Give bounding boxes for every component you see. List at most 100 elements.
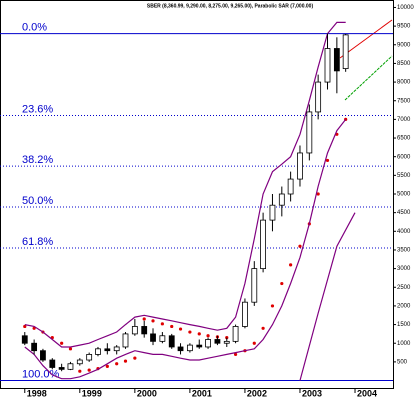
candle-body <box>242 301 248 327</box>
candle-body <box>315 81 322 113</box>
sar-dot <box>68 347 73 351</box>
y-tick-label: 1000 <box>397 341 411 347</box>
sar-dot <box>60 341 64 345</box>
x-tick-label: 2003 <box>302 388 322 398</box>
sar-dot <box>78 369 82 373</box>
candle-body <box>297 152 303 180</box>
x-tick-label: 1998 <box>27 388 47 398</box>
y-tick-label: 2500 <box>397 285 411 291</box>
sar-dot <box>325 158 330 163</box>
trend-line <box>339 19 393 59</box>
y-tick-label: 4000 <box>397 229 411 235</box>
y-tick-label: 6500 <box>397 136 411 142</box>
sar-dot <box>105 364 109 368</box>
band-line <box>24 21 346 348</box>
y-tick-label: 7000 <box>397 117 411 123</box>
sar-dot <box>178 327 183 331</box>
candle-body <box>278 193 285 206</box>
candle-body <box>104 348 111 352</box>
sar-dot <box>170 324 174 329</box>
candle-body <box>287 178 294 195</box>
y-tick-label: 5000 <box>397 192 411 198</box>
sar-dot <box>270 304 275 308</box>
candle-body <box>232 326 239 342</box>
band-line <box>24 119 347 380</box>
candle-body <box>333 48 340 72</box>
chart-title: SBER (8,360.99, 9,290.00, 8,275.00, 9,26… <box>147 3 314 9</box>
y-tick-label: 5500 <box>397 173 411 179</box>
band-line <box>299 212 356 381</box>
sar-dot <box>23 324 27 329</box>
y-tick-label: 2000 <box>397 304 411 310</box>
y-tick-label: 6000 <box>397 154 411 160</box>
candle-body <box>86 354 93 361</box>
y-tick-label: 500 <box>397 359 408 365</box>
candle-body <box>95 348 101 355</box>
x-tick-label: 2000 <box>137 388 157 398</box>
candle-body <box>113 346 120 352</box>
candle-body <box>76 359 83 365</box>
fib-label: 0.0% <box>22 21 47 33</box>
x-tick-label: 2004 <box>357 388 377 398</box>
candle-body <box>260 219 267 270</box>
sar-dot <box>261 326 265 330</box>
x-tick-label: 2001 <box>192 388 212 398</box>
candle-body <box>196 344 203 348</box>
fib-label: 23.6% <box>22 103 53 115</box>
candle-body <box>150 333 156 342</box>
y-tick-label: 7500 <box>397 98 411 104</box>
sar-dot <box>252 341 256 345</box>
fib-label: 38.2% <box>22 154 53 166</box>
sar-dot <box>298 244 302 248</box>
sar-dot <box>151 319 155 323</box>
candle-body <box>306 111 313 154</box>
y-tick-label: 3000 <box>397 266 411 272</box>
sar-dot <box>289 263 293 267</box>
candle-body <box>58 367 65 370</box>
candle-body <box>177 346 184 352</box>
x-tick-label: 1999 <box>82 388 102 398</box>
fib-label: 50.0% <box>22 195 53 207</box>
y-tick-label: 8500 <box>397 61 411 67</box>
candle-body <box>67 363 74 370</box>
sar-dot <box>316 192 320 196</box>
sar-dot <box>115 362 119 366</box>
candle-body <box>186 344 193 352</box>
y-tick-label: 10000 <box>397 5 414 11</box>
sar-dot <box>206 334 210 338</box>
sar-dot <box>280 281 284 286</box>
candle-body <box>40 350 46 361</box>
fib-label: 61.8% <box>22 236 53 248</box>
candle-body <box>141 326 148 335</box>
sar-dot <box>133 356 137 360</box>
trend-line <box>344 55 393 101</box>
candle-body <box>205 339 211 348</box>
y-tick-label: 1500 <box>397 322 411 328</box>
sar-dot <box>197 332 201 336</box>
sar-dot <box>142 317 146 321</box>
sar-dot <box>123 359 128 363</box>
y-tick-label: 4500 <box>397 210 411 216</box>
y-tick-label: 3500 <box>397 248 411 254</box>
candle-body <box>49 359 56 368</box>
y-tick-label: 9000 <box>397 42 411 48</box>
sar-dot <box>188 330 192 334</box>
sar-dot <box>87 368 91 372</box>
candle-body <box>122 333 129 348</box>
candle-body <box>21 335 28 344</box>
candle-body <box>159 335 166 342</box>
candle-body <box>342 34 349 70</box>
candle-body <box>31 342 38 352</box>
candle-body <box>214 339 221 344</box>
candle-body <box>223 340 230 344</box>
candle-body <box>269 204 276 221</box>
sar-dot <box>160 322 164 326</box>
x-tick-label: 2002 <box>247 388 267 398</box>
candle-body <box>131 326 138 335</box>
sar-dot <box>233 352 238 357</box>
candle-body <box>168 335 175 348</box>
candle-body <box>251 268 258 303</box>
y-tick-label: 8000 <box>397 80 411 86</box>
